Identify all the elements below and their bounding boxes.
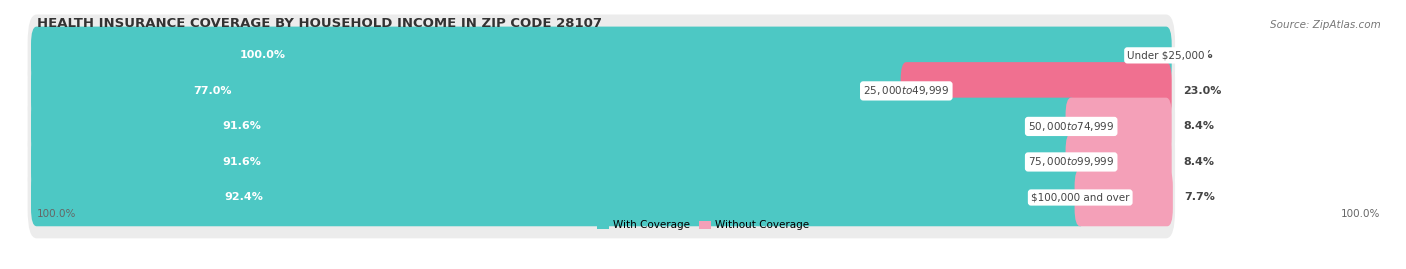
Text: $50,000 to $74,999: $50,000 to $74,999	[1028, 120, 1115, 133]
FancyBboxPatch shape	[28, 157, 1175, 238]
FancyBboxPatch shape	[1066, 98, 1171, 155]
Text: 91.6%: 91.6%	[224, 157, 262, 167]
FancyBboxPatch shape	[28, 15, 1175, 96]
Text: 92.4%: 92.4%	[225, 193, 263, 203]
Text: HEALTH INSURANCE COVERAGE BY HOUSEHOLD INCOME IN ZIP CODE 28107: HEALTH INSURANCE COVERAGE BY HOUSEHOLD I…	[37, 17, 602, 30]
Text: $75,000 to $99,999: $75,000 to $99,999	[1028, 155, 1115, 168]
FancyBboxPatch shape	[31, 62, 912, 120]
Text: 100.0%: 100.0%	[37, 209, 76, 219]
Text: 7.7%: 7.7%	[1184, 193, 1215, 203]
FancyBboxPatch shape	[1074, 169, 1173, 226]
FancyBboxPatch shape	[31, 169, 1085, 226]
FancyBboxPatch shape	[31, 27, 1171, 84]
Text: 23.0%: 23.0%	[1182, 86, 1222, 96]
Text: Under $25,000: Under $25,000	[1128, 50, 1205, 60]
Text: 100.0%: 100.0%	[1341, 209, 1381, 219]
Text: 77.0%: 77.0%	[193, 86, 232, 96]
Text: 100.0%: 100.0%	[240, 50, 285, 60]
Legend: With Coverage, Without Coverage: With Coverage, Without Coverage	[596, 220, 810, 231]
Text: 0.0%: 0.0%	[1182, 50, 1213, 60]
FancyBboxPatch shape	[31, 133, 1077, 191]
Text: $25,000 to $49,999: $25,000 to $49,999	[863, 84, 949, 97]
Text: 8.4%: 8.4%	[1182, 157, 1213, 167]
FancyBboxPatch shape	[28, 121, 1175, 203]
FancyBboxPatch shape	[1066, 133, 1171, 191]
FancyBboxPatch shape	[901, 62, 1171, 120]
FancyBboxPatch shape	[31, 98, 1077, 155]
FancyBboxPatch shape	[28, 50, 1175, 132]
Text: 8.4%: 8.4%	[1182, 121, 1213, 132]
FancyBboxPatch shape	[28, 86, 1175, 167]
Text: $100,000 and over: $100,000 and over	[1031, 193, 1129, 203]
Text: Source: ZipAtlas.com: Source: ZipAtlas.com	[1270, 20, 1381, 30]
Text: 91.6%: 91.6%	[224, 121, 262, 132]
